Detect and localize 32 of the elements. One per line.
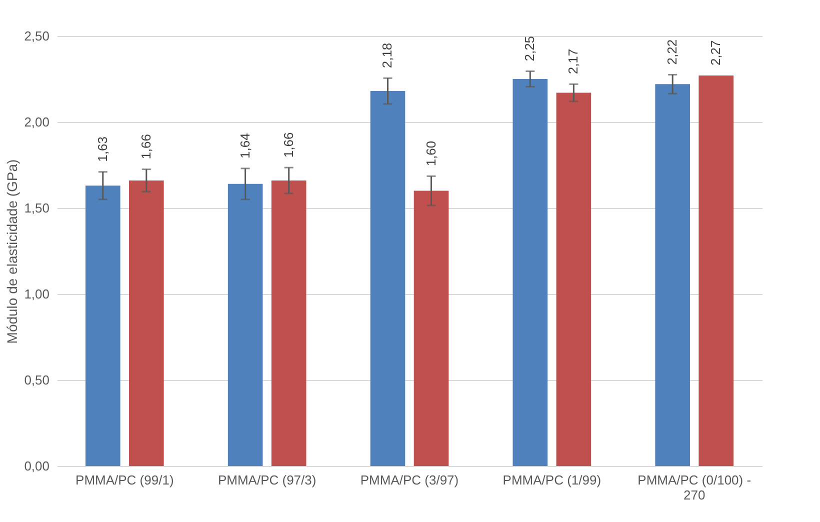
data-label: 2,25	[522, 36, 538, 62]
data-label: 1,66	[280, 132, 296, 158]
data-label: 1,66	[138, 134, 154, 160]
x-tick-label: PMMA/PC (0/100) - 270	[638, 472, 752, 502]
bar	[698, 76, 734, 466]
y-tick-label: 0,00	[24, 458, 50, 474]
data-label: 2,27	[708, 40, 724, 66]
x-tick-label: PMMA/PC (3/97)	[360, 472, 459, 488]
data-label: 1,63	[94, 136, 110, 162]
bar	[129, 180, 164, 466]
data-label: 1,64	[237, 133, 252, 158]
x-tick-label: PMMA/PC (99/1)	[76, 472, 174, 488]
bar	[512, 79, 548, 466]
bar	[228, 184, 263, 466]
y-tick-label: 2,50	[24, 28, 50, 44]
bar	[414, 190, 449, 466]
y-tick-label: 1,00	[24, 286, 50, 302]
y-tick-label: 1,50	[24, 200, 50, 216]
data-label: 2,18	[380, 42, 395, 68]
x-tick-label: PMMA/PC (97/3)	[218, 472, 316, 488]
bar	[655, 84, 690, 466]
y-tick-label: 2,00	[24, 114, 50, 130]
data-label: 2,17	[566, 48, 581, 74]
data-label: 1,60	[423, 140, 438, 166]
y-axis-title: Módulo de elasticidade (GPa)	[4, 159, 20, 344]
data-label: 2,22	[664, 39, 680, 65]
x-tick-label: PMMA/PC (1/99)	[502, 472, 602, 488]
y-tick-label: 0,50	[24, 372, 50, 388]
bar	[85, 186, 120, 466]
bar	[556, 92, 592, 466]
bar	[370, 91, 406, 466]
bar	[271, 180, 306, 466]
